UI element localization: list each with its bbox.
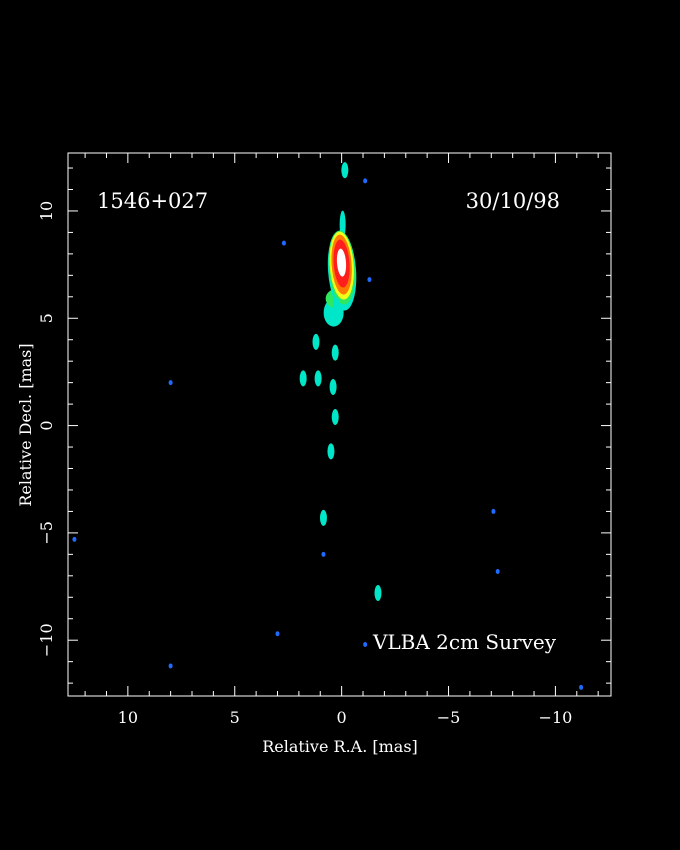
noise-spot [363, 178, 368, 184]
noise-spot [321, 551, 326, 557]
x-tick-label: 0 [337, 708, 347, 727]
jet-knot [299, 370, 307, 387]
plot-frame [67, 152, 612, 697]
x-tick-label: −10 [539, 708, 573, 727]
epoch-label: 30/10/98 [466, 189, 560, 213]
noise-spot [579, 684, 584, 690]
jet-knot [312, 333, 320, 350]
y-tick-label: −10 [37, 623, 56, 657]
x-tick-label: 10 [118, 708, 138, 727]
noise-spot [168, 663, 173, 669]
noise-spot [367, 277, 372, 283]
noise-spot [491, 508, 496, 514]
jet-knot [374, 584, 382, 601]
y-tick-label: −5 [37, 521, 56, 545]
noise-spot [275, 631, 280, 637]
axis-tick-labels: 10 5 0 −5 −10 10 5 0 −5 −10 [37, 201, 572, 727]
jet-knot [329, 378, 337, 395]
jet-knot [341, 162, 349, 179]
y-tick-label: 10 [37, 201, 56, 221]
core-contour [336, 248, 347, 277]
y-tick-label: 0 [37, 420, 56, 430]
jet-knot [327, 443, 335, 460]
noise-spot [72, 536, 77, 542]
axis-ticks [68, 153, 611, 696]
noise-spot [495, 569, 500, 575]
survey-label: VLBA 2cm Survey [372, 630, 557, 654]
x-tick-label: 5 [230, 708, 240, 727]
jet-knot [319, 509, 327, 526]
jet-knot [331, 408, 339, 425]
noise-spot [281, 240, 286, 246]
intensity-map [72, 162, 584, 690]
jet-knot [331, 344, 339, 361]
source-name-label: 1546+027 [97, 189, 208, 213]
jet-knot [332, 297, 340, 314]
noise-spot [363, 641, 368, 647]
noise-spot [168, 380, 173, 386]
x-tick-label: −5 [437, 708, 461, 727]
x-axis-label: Relative R.A. [mas] [262, 737, 418, 756]
jet-knot [314, 370, 322, 387]
y-tick-label: 5 [37, 313, 56, 323]
y-axis-label: Relative Decl. [mas] [16, 343, 35, 506]
